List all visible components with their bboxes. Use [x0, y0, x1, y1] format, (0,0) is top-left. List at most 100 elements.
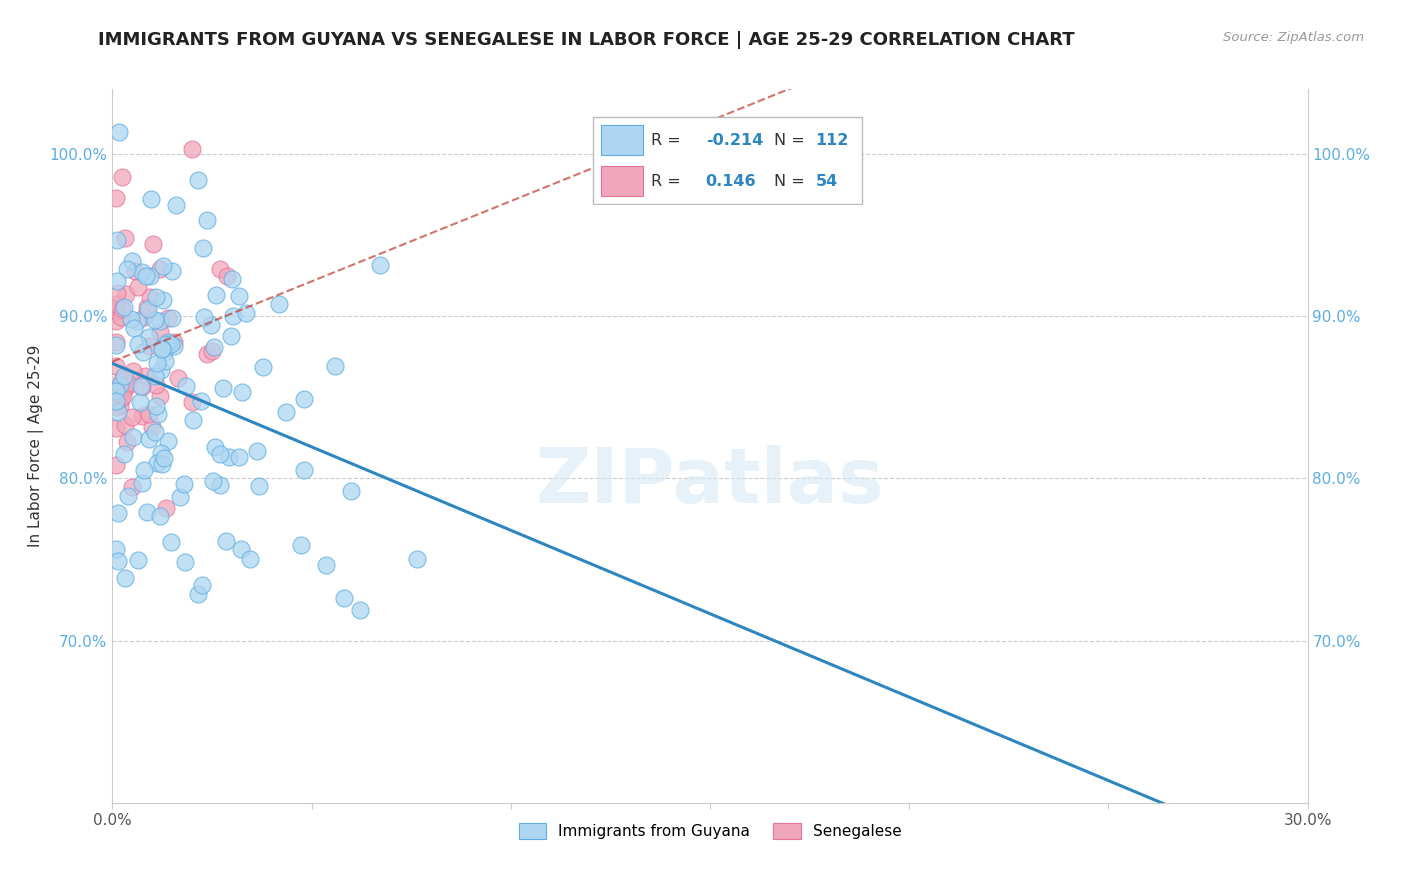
Point: [205, 287, 228, 301]
Point: [292, 392, 315, 407]
Point: [202, 340, 225, 354]
Point: [107, 405, 129, 419]
Point: [174, 379, 197, 393]
Point: [221, 272, 243, 286]
Point: [105, 382, 128, 396]
Point: [115, 286, 138, 301]
Point: [143, 313, 166, 327]
Point: [110, 310, 132, 325]
Point: [155, 337, 177, 351]
Y-axis label: In Labor Force | Age 25-29: In Labor Force | Age 25-29: [28, 345, 44, 547]
Point: [136, 506, 159, 520]
Point: [150, 457, 173, 471]
Point: [191, 241, 214, 255]
Point: [215, 534, 238, 549]
Point: [105, 335, 128, 350]
Point: [115, 378, 138, 392]
Point: [107, 506, 129, 520]
Point: [129, 379, 152, 393]
Point: [128, 394, 150, 409]
Point: [105, 338, 128, 352]
Point: [134, 368, 156, 383]
Point: [160, 534, 183, 549]
Point: [149, 363, 172, 377]
Text: Source: ZipAtlas.com: Source: ZipAtlas.com: [1223, 31, 1364, 45]
Point: [368, 258, 391, 272]
Point: [149, 389, 172, 403]
Point: [156, 434, 179, 448]
Point: [117, 376, 139, 391]
Point: [193, 310, 215, 324]
Point: [405, 551, 427, 566]
Point: [117, 435, 139, 450]
Point: [212, 381, 235, 395]
Point: [146, 356, 169, 370]
Point: [115, 261, 138, 276]
Point: [111, 389, 134, 403]
Point: [105, 304, 128, 318]
Text: -0.214: -0.214: [706, 133, 763, 147]
Point: [209, 446, 232, 460]
Point: [340, 483, 363, 498]
Point: [148, 407, 170, 421]
Point: [131, 380, 153, 394]
Point: [138, 339, 160, 353]
Point: [149, 325, 172, 339]
Point: [127, 336, 149, 351]
Point: [195, 346, 218, 360]
Text: N =: N =: [775, 174, 806, 188]
Text: 112: 112: [815, 133, 849, 147]
Text: N =: N =: [775, 133, 806, 147]
Point: [105, 190, 128, 204]
Point: [174, 555, 197, 569]
Point: [228, 289, 250, 303]
Point: [276, 405, 298, 419]
FancyBboxPatch shape: [602, 125, 643, 155]
Point: [150, 342, 173, 356]
Point: [131, 409, 153, 424]
Point: [197, 212, 219, 227]
Point: [191, 578, 214, 592]
Point: [332, 591, 354, 606]
Point: [160, 336, 183, 351]
Point: [121, 253, 143, 268]
Point: [149, 262, 172, 277]
Point: [229, 541, 252, 556]
Point: [150, 342, 173, 356]
Point: [117, 489, 139, 503]
Point: [181, 142, 204, 156]
Point: [122, 364, 145, 378]
Point: [127, 279, 149, 293]
Point: [165, 198, 187, 212]
Text: R =: R =: [651, 174, 681, 188]
Point: [325, 359, 347, 373]
FancyBboxPatch shape: [593, 117, 862, 204]
Point: [105, 285, 128, 300]
Point: [149, 314, 172, 328]
Point: [156, 334, 179, 349]
Point: [131, 344, 153, 359]
Point: [246, 444, 269, 458]
Point: [122, 320, 145, 334]
Point: [267, 297, 290, 311]
Point: [121, 480, 143, 494]
Point: [239, 552, 262, 566]
Point: [114, 571, 136, 585]
Point: [105, 384, 128, 398]
Point: [149, 508, 172, 523]
Point: [138, 330, 160, 344]
Point: [105, 394, 128, 409]
Point: [124, 264, 146, 278]
Point: [105, 314, 128, 328]
Point: [155, 501, 177, 516]
Point: [146, 456, 169, 470]
Point: [110, 392, 132, 406]
Point: [112, 369, 135, 384]
Point: [290, 538, 312, 552]
Point: [145, 399, 167, 413]
Text: R =: R =: [651, 133, 681, 147]
Point: [135, 269, 157, 284]
Point: [204, 440, 226, 454]
Point: [153, 450, 176, 465]
Point: [201, 343, 224, 358]
